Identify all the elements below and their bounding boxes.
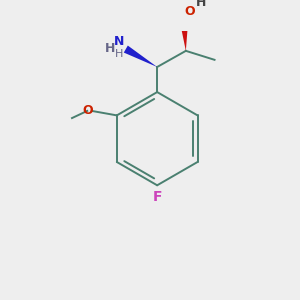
Text: O: O [184,5,195,18]
Polygon shape [124,46,157,67]
Text: H: H [196,0,206,9]
Text: H: H [114,49,123,58]
Text: H: H [104,42,115,55]
Text: O: O [82,103,92,116]
Polygon shape [180,22,188,51]
Text: N: N [113,35,124,48]
Text: F: F [152,190,162,204]
